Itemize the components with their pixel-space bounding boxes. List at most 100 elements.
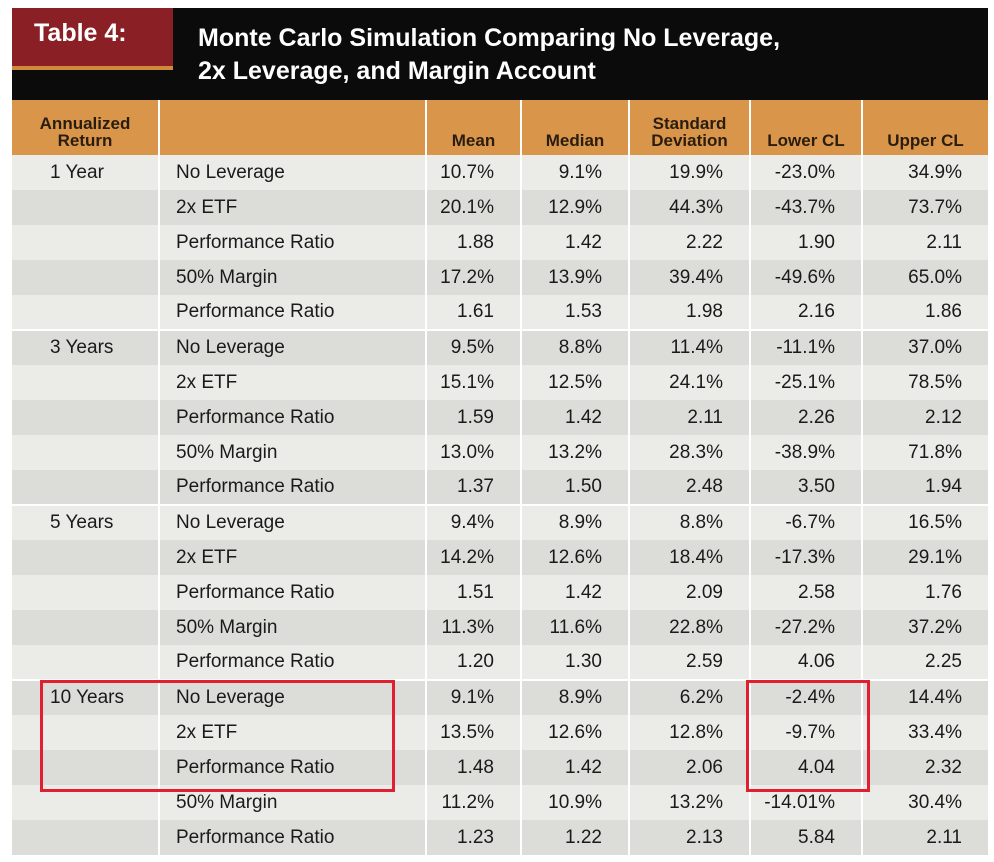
std-dev-cell: 2.09 xyxy=(629,575,751,610)
median-cell: 12.6% xyxy=(521,540,630,575)
lower-cl-cell: -27.2% xyxy=(750,610,863,645)
std-dev-cell: 22.8% xyxy=(629,610,751,645)
median-cell: 8.9% xyxy=(521,504,630,540)
mean-cell: 9.1% xyxy=(426,679,522,715)
strategy-cell: No Leverage xyxy=(159,155,427,190)
table-row: 50% Margin 13.0% 13.2% 28.3% -38.9% 71.8% xyxy=(12,435,988,470)
lower-cl-cell: 5.84 xyxy=(750,820,863,855)
period-cell xyxy=(12,260,160,295)
strategy-cell: 2x ETF xyxy=(159,715,427,750)
strategy-cell: No Leverage xyxy=(159,679,427,715)
col-header-std-line1: Standard xyxy=(652,114,727,133)
table-header-banner: Table 4: Monte Carlo Simulation Comparin… xyxy=(12,8,988,100)
strategy-cell: 50% Margin xyxy=(159,785,427,820)
col-header-strategy xyxy=(159,100,427,155)
mean-cell: 9.5% xyxy=(426,329,522,365)
lower-cl-cell: 2.26 xyxy=(750,400,863,435)
column-header-row: Annualized Return Mean Median Standard D… xyxy=(12,100,988,155)
period-cell xyxy=(12,225,160,260)
period-cell xyxy=(12,645,160,680)
strategy-cell: 50% Margin xyxy=(159,260,427,295)
upper-cl-cell: 2.25 xyxy=(925,651,962,672)
upper-cl-cell: 1.86 xyxy=(925,301,962,322)
col-header-std: Standard Deviation xyxy=(629,100,751,155)
upper-cl-cell: 34.9% xyxy=(908,161,962,183)
std-dev-cell: 13.2% xyxy=(629,785,751,820)
upper-cl-cell: 78.5% xyxy=(908,371,962,393)
strategy-cell: Performance Ratio xyxy=(159,575,427,610)
mean-cell: 15.1% xyxy=(426,365,522,400)
period-cell: 1 Year xyxy=(12,155,160,190)
period-cell xyxy=(12,575,160,610)
strategy-cell: Performance Ratio xyxy=(159,750,427,785)
upper-cl-cell: 73.7% xyxy=(908,196,962,218)
table-row: Performance Ratio 1.20 1.30 2.59 4.06 2.25 xyxy=(12,645,988,680)
label-underline xyxy=(12,66,173,70)
table-row: 3 Years No Leverage 9.5% 8.8% 11.4% -11.1% 37.… xyxy=(12,329,988,365)
table-row: 5 Years No Leverage 9.4% 8.9% 8.8% -6.7% 16.5% xyxy=(12,504,988,540)
mean-cell: 1.20 xyxy=(426,645,522,680)
table-row: Performance Ratio 1.23 1.22 2.13 5.84 2.11 xyxy=(12,820,988,855)
strategy-cell: Performance Ratio xyxy=(159,645,427,680)
lower-cl-cell: -43.7% xyxy=(750,190,863,225)
upper-cl-cell: 65.0% xyxy=(908,266,962,288)
lower-cl-cell: 4.04 xyxy=(750,750,863,785)
lower-cl-cell: -14.01% xyxy=(750,785,863,820)
std-dev-cell: 39.4% xyxy=(629,260,751,295)
lower-cl-cell: 2.58 xyxy=(750,575,863,610)
mean-cell: 11.3% xyxy=(426,610,522,645)
period-cell xyxy=(12,715,160,750)
table-row: Performance Ratio 1.59 1.42 2.11 2.26 2.12 xyxy=(12,400,988,435)
std-dev-cell: 12.8% xyxy=(629,715,751,750)
median-cell: 1.42 xyxy=(521,400,630,435)
std-dev-cell: 19.9% xyxy=(629,155,751,190)
table-row: Performance Ratio 1.61 1.53 1.98 2.16 1.86 xyxy=(12,295,988,330)
lower-cl-cell: -11.1% xyxy=(750,329,863,365)
strategy-cell: 50% Margin xyxy=(159,435,427,470)
table-row: Performance Ratio 1.37 1.50 2.48 3.50 1.94 xyxy=(12,470,988,505)
table-title: Monte Carlo Simulation Comparing No Leve… xyxy=(198,22,958,88)
mean-cell: 9.4% xyxy=(426,504,522,540)
mean-cell: 1.51 xyxy=(426,575,522,610)
upper-cl-cell: 2.11 xyxy=(926,231,962,253)
mean-cell: 10.7% xyxy=(426,155,522,190)
mean-cell: 17.2% xyxy=(426,260,522,295)
col-header-mean: Mean xyxy=(426,100,522,155)
period-cell: 3 Years xyxy=(12,329,160,365)
std-dev-cell: 2.11 xyxy=(629,400,751,435)
upper-cl-cell: 30.4% xyxy=(908,791,962,813)
mean-cell: 20.1% xyxy=(426,190,522,225)
upper-cl-cell: 14.4% xyxy=(862,679,988,715)
median-cell: 1.42 xyxy=(521,750,630,785)
strategy-cell: 2x ETF xyxy=(159,365,427,400)
std-dev-cell: 24.1% xyxy=(629,365,751,400)
lower-cl-cell: 2.16 xyxy=(750,295,863,330)
lower-cl-cell: 1.90 xyxy=(750,225,863,260)
period-cell xyxy=(12,610,160,645)
median-cell: 1.50 xyxy=(521,470,630,505)
upper-cl-cell: 2.32 xyxy=(925,756,962,778)
table-row: 1 Year No Leverage 10.7% 9.1% 19.9% -23.0% 34.… xyxy=(12,155,988,190)
period-cell xyxy=(12,365,160,400)
mean-cell: 14.2% xyxy=(426,540,522,575)
results-table: Annualized Return Mean Median Standard D… xyxy=(12,100,988,855)
lower-cl-cell: -9.7% xyxy=(750,715,863,750)
upper-cl-cell: 33.4% xyxy=(908,721,962,743)
strategy-cell: No Leverage xyxy=(159,504,427,540)
upper-cl-cell: 1.94 xyxy=(925,476,962,497)
median-cell: 13.2% xyxy=(521,435,630,470)
std-dev-cell: 2.48 xyxy=(629,470,751,505)
lower-cl-cell: -38.9% xyxy=(750,435,863,470)
table-row: Performance Ratio 1.88 1.42 2.22 1.90 2.11 xyxy=(12,225,988,260)
lower-cl-cell: 3.50 xyxy=(750,470,863,505)
std-dev-cell: 28.3% xyxy=(629,435,751,470)
mean-cell: 1.61 xyxy=(426,295,522,330)
median-cell: 9.1% xyxy=(521,155,630,190)
results-table-container: Annualized Return Mean Median Standard D… xyxy=(12,100,988,862)
table-row: 50% Margin 17.2% 13.9% 39.4% -49.6% 65.0% xyxy=(12,260,988,295)
col-header-period-line1: Annualized xyxy=(39,114,131,133)
std-dev-cell: 6.2% xyxy=(629,679,751,715)
mean-cell: 11.2% xyxy=(426,785,522,820)
std-dev-cell: 2.06 xyxy=(629,750,751,785)
table-number-text: Table 4: xyxy=(34,19,127,47)
